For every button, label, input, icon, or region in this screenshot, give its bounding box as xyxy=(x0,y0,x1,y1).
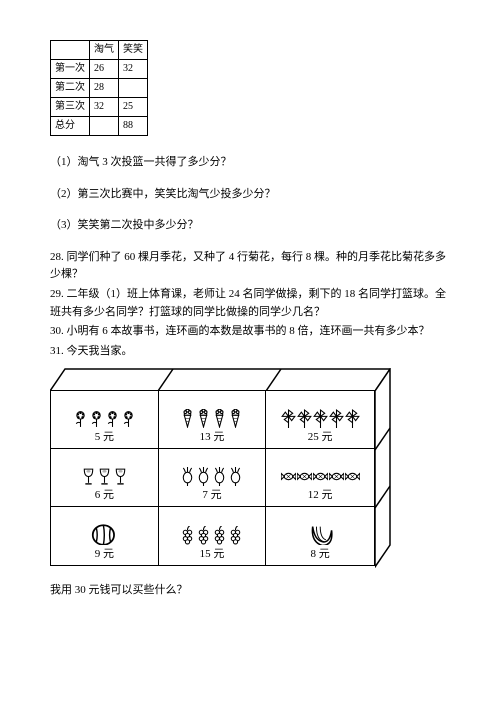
banana-icon xyxy=(307,519,333,545)
price-label: 13 元 xyxy=(200,429,225,447)
candy-icon-group xyxy=(281,452,360,485)
price-label: 8 元 xyxy=(311,546,330,564)
radish-icon xyxy=(180,467,195,486)
th-xiaoxiao: 笑笑 xyxy=(119,41,148,60)
radish-icon xyxy=(212,467,227,486)
price-cell-0: 5 元 xyxy=(51,391,159,449)
problem-30: 30. 小明有 6 本故事书，连环画的本数是故事书的 8 倍，连环画一共有多少本… xyxy=(50,323,450,341)
radish-icon-group xyxy=(180,452,243,485)
row1-c2: 32 xyxy=(119,60,148,79)
th-blank xyxy=(51,41,90,60)
row4-c2: 88 xyxy=(119,117,148,136)
watermelon-icon-group xyxy=(91,510,117,544)
row3-label: 第三次 xyxy=(51,98,90,117)
question-2: （2）第三次比赛中，笑笑比淘气少投多少分？ xyxy=(50,186,450,204)
icecream-icon-group xyxy=(180,394,243,427)
price-grid: 5 元 13 元 25 元 6 元 7 元 12 元 9 元 15 元 8 元 xyxy=(50,390,375,566)
goblet-icon xyxy=(97,467,112,486)
watermelon-icon xyxy=(91,519,117,545)
price-cell-6: 9 元 xyxy=(51,507,159,565)
row1-c1: 26 xyxy=(90,60,119,79)
icecream-icon xyxy=(228,409,243,428)
candy-icon xyxy=(297,467,312,486)
row2-c2 xyxy=(119,79,148,98)
pinwheel-icon xyxy=(329,409,344,428)
candy-icon xyxy=(345,467,360,486)
row1-label: 第一次 xyxy=(51,60,90,79)
price-cell-2: 25 元 xyxy=(266,391,374,449)
price-cell-3: 6 元 xyxy=(51,449,159,507)
banana-icon-group xyxy=(307,510,333,544)
problem-31: 31. 今天我当家。 xyxy=(50,343,450,361)
grapes-icon xyxy=(180,526,195,545)
price-cell-7: 15 元 xyxy=(159,507,267,565)
flower-icon xyxy=(105,409,120,428)
icecream-icon xyxy=(180,409,195,428)
problem-29: 29. 二年级（1）班上体育课，老师让 24 名同学做操，剩下的 18 名同学打… xyxy=(50,286,450,321)
goblet-icon-group xyxy=(81,452,128,485)
radish-icon xyxy=(228,467,243,486)
price-grid-box: 5 元 13 元 25 元 6 元 7 元 12 元 9 元 15 元 8 元 xyxy=(50,368,390,568)
grapes-icon-group xyxy=(180,510,243,544)
candy-icon xyxy=(281,467,296,486)
score-table: 淘气 笑笑 第一次 26 32 第二次 28 第三次 32 25 总分 88 xyxy=(50,40,148,136)
price-label: 5 元 xyxy=(95,429,114,447)
question-3: （3）笑笑第二次投中多少分？ xyxy=(50,217,450,235)
goblet-icon xyxy=(81,467,96,486)
flower-icon xyxy=(89,409,104,428)
grapes-icon xyxy=(228,526,243,545)
pinwheel-icon xyxy=(313,409,328,428)
icecream-icon xyxy=(196,409,211,428)
th-taoqi: 淘气 xyxy=(90,41,119,60)
price-label: 25 元 xyxy=(308,429,333,447)
row3-c2: 25 xyxy=(119,98,148,117)
flower-icon-group xyxy=(73,394,136,427)
final-question: 我用 30 元钱可以买些什么？ xyxy=(50,582,450,600)
question-1: （1）淘气 3 次投篮一共得了多少分？ xyxy=(50,154,450,172)
price-cell-5: 12 元 xyxy=(266,449,374,507)
price-cell-8: 8 元 xyxy=(266,507,374,565)
pinwheel-icon xyxy=(345,409,360,428)
price-label: 15 元 xyxy=(200,546,225,564)
row3-c1: 32 xyxy=(90,98,119,117)
icecream-icon xyxy=(212,409,227,428)
row2-c1: 28 xyxy=(90,79,119,98)
problem-28: 28. 同学们种了 60 棵月季花，又种了 4 行菊花，每行 8 棵。种的月季花… xyxy=(50,249,450,284)
pinwheel-icon-group xyxy=(281,394,360,427)
price-label: 9 元 xyxy=(95,546,114,564)
candy-icon xyxy=(329,467,344,486)
price-cell-4: 7 元 xyxy=(159,449,267,507)
box-top-face xyxy=(50,368,390,390)
row4-label: 总分 xyxy=(51,117,90,136)
price-label: 6 元 xyxy=(95,487,114,505)
price-cell-1: 13 元 xyxy=(159,391,267,449)
price-label: 7 元 xyxy=(202,487,221,505)
flower-icon xyxy=(73,409,88,428)
grapes-icon xyxy=(196,526,211,545)
flower-icon xyxy=(121,409,136,428)
grapes-icon xyxy=(212,526,227,545)
pinwheel-icon xyxy=(281,409,296,428)
pinwheel-icon xyxy=(297,409,312,428)
radish-icon xyxy=(196,467,211,486)
candy-icon xyxy=(313,467,328,486)
box-right-face xyxy=(375,368,390,568)
goblet-icon xyxy=(113,467,128,486)
row4-c1 xyxy=(90,117,119,136)
price-label: 12 元 xyxy=(308,487,333,505)
row2-label: 第二次 xyxy=(51,79,90,98)
